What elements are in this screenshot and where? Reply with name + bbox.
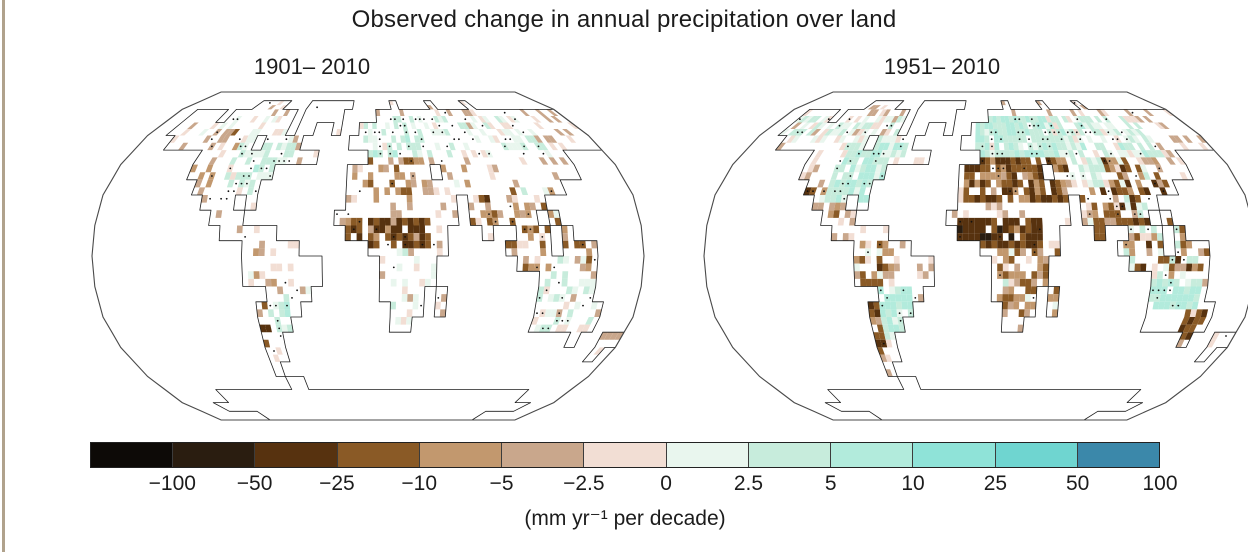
colorbar-tick-label: 25 [983,472,1008,495]
map-projection-outline [91,91,645,421]
colorbar-tick-label: −50 [236,472,273,495]
colorbar-segment [748,443,832,467]
colorbar-segment [831,443,914,467]
world-map-1951-2010 [703,91,1248,421]
page-edge-line [2,0,5,552]
colorbar-segment [666,443,749,467]
colorbar-segment [91,443,174,467]
world-map-1901-2010 [91,91,645,421]
colorbar-segment [913,443,996,467]
precipitation-trend-cells [169,100,625,362]
colorbar-tick-label: 100 [1142,472,1178,495]
colorbar [90,442,1160,468]
colorbar-tick-label: −100 [148,472,196,495]
colorbar-units-caption: (mm yr⁻¹ per decade) [524,507,726,530]
significance-stippling [796,102,1227,345]
colorbar-tick-label: 5 [824,472,837,495]
coastlines [775,100,1237,421]
map-period-label-1951-2010: 1951– 2010 [883,54,1001,79]
map-projection-outline [703,91,1248,421]
colorbar-tick-label: −5 [489,472,514,495]
colorbar-segment [419,443,503,467]
figure-title: Observed change in annual precipitation … [351,6,897,33]
map-period-label-1901-2010: 1901– 2010 [253,54,371,79]
colorbar-tick-label: 10 [901,472,925,495]
colorbar-segment [584,443,667,467]
colorbar-segment [502,443,585,467]
colorbar-segment [255,443,338,467]
significance-stippling [209,102,596,352]
colorbar-tick-label: −25 [319,472,355,495]
colorbar-tick-labels: −100 −50 −25 −10 −5 −2.5 0 2.5 5 10 25 50 100 [90,472,1178,498]
colorbar-segment [995,443,1078,467]
colorbar-segment [173,443,256,467]
colorbar-tick-label: 0 [660,472,672,495]
colorbar-tick-label: −2.5 [563,472,605,495]
colorbar-tick-label: 2.5 [733,472,764,495]
coastlines [163,100,625,421]
colorbar-tick-label: 50 [1066,472,1090,495]
colorbar-segment [1077,443,1160,467]
precipitation-trend-cells [775,100,1221,377]
colorbar-tick-label: −10 [401,472,438,495]
colorbar-segment [337,443,420,467]
